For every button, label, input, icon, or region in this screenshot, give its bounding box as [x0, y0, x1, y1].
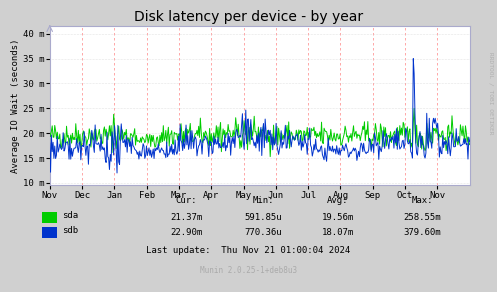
Text: Min:: Min: [252, 196, 274, 205]
Text: 258.55m: 258.55m [404, 213, 441, 223]
Text: 18.07m: 18.07m [322, 228, 354, 237]
Text: 22.90m: 22.90m [170, 228, 202, 237]
Text: 21.37m: 21.37m [170, 213, 202, 223]
Y-axis label: Average IO Wait (seconds): Average IO Wait (seconds) [11, 39, 20, 173]
Text: 591.85u: 591.85u [245, 213, 282, 223]
Text: Cur:: Cur: [175, 196, 197, 205]
Text: 379.60m: 379.60m [404, 228, 441, 237]
Text: 19.56m: 19.56m [322, 213, 354, 223]
Text: 770.36u: 770.36u [245, 228, 282, 237]
Text: Disk latency per device - by year: Disk latency per device - by year [134, 10, 363, 24]
Text: RRDTOOL / TOBI OETIKER: RRDTOOL / TOBI OETIKER [489, 52, 494, 135]
Text: Avg:: Avg: [327, 196, 349, 205]
Text: Max:: Max: [412, 196, 433, 205]
Text: Munin 2.0.25-1+deb8u3: Munin 2.0.25-1+deb8u3 [200, 266, 297, 275]
Text: Last update:  Thu Nov 21 01:00:04 2024: Last update: Thu Nov 21 01:00:04 2024 [147, 246, 350, 255]
Text: sdb: sdb [62, 226, 78, 235]
Text: sda: sda [62, 211, 78, 220]
